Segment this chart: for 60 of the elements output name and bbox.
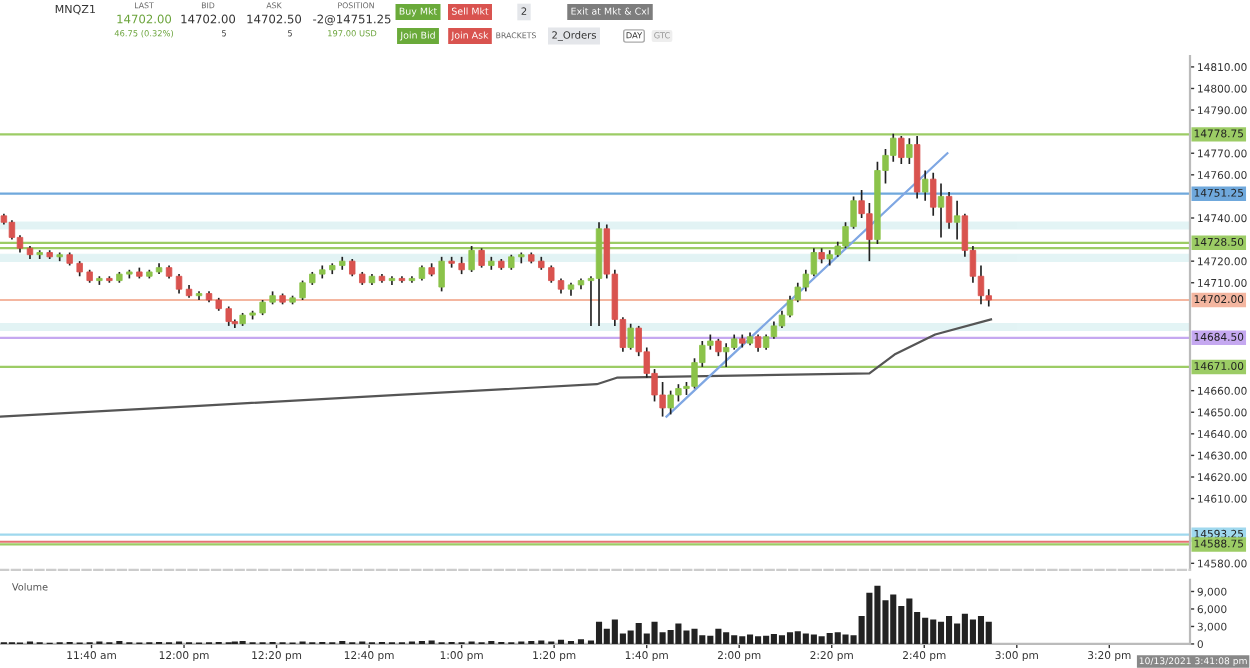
candlestick xyxy=(786,294,794,319)
bar xyxy=(739,636,746,644)
bar xyxy=(746,634,754,644)
bar xyxy=(946,615,953,644)
bar xyxy=(699,635,706,644)
candlestick xyxy=(627,322,634,351)
candlestick xyxy=(898,135,905,165)
candlestick xyxy=(906,137,913,165)
bar xyxy=(906,598,913,644)
bar xyxy=(770,634,777,644)
bar xyxy=(715,628,722,644)
candlestick xyxy=(937,182,945,239)
bar xyxy=(755,636,762,644)
bar xyxy=(930,619,937,644)
candlestick xyxy=(667,389,674,416)
candlestick xyxy=(953,199,961,241)
candlestick xyxy=(945,191,953,230)
bar xyxy=(651,621,658,644)
bar xyxy=(826,632,833,644)
bar xyxy=(595,621,603,644)
bar xyxy=(731,635,738,644)
candlestick xyxy=(866,202,873,262)
bar xyxy=(667,629,674,644)
bar xyxy=(922,617,929,644)
bar xyxy=(977,615,985,644)
bar xyxy=(683,630,690,644)
bar xyxy=(890,594,897,644)
bar xyxy=(866,592,873,644)
bar xyxy=(611,619,618,644)
bar xyxy=(985,621,992,644)
bar xyxy=(834,632,841,644)
bar xyxy=(810,634,817,644)
bar xyxy=(723,632,730,644)
bar xyxy=(778,635,786,644)
bar xyxy=(961,613,968,644)
bar xyxy=(707,635,714,644)
candlestick xyxy=(921,169,929,202)
bar xyxy=(818,636,825,644)
candlestick xyxy=(659,381,666,418)
bar xyxy=(794,631,801,644)
bar xyxy=(691,628,698,644)
bar xyxy=(874,585,881,644)
candlestick xyxy=(722,342,730,368)
bar xyxy=(627,630,634,644)
bar xyxy=(802,633,809,644)
bar xyxy=(937,621,945,644)
candlestick xyxy=(8,219,16,241)
bar xyxy=(635,622,642,644)
candlestick xyxy=(468,245,475,273)
bar xyxy=(763,635,770,644)
candlestick xyxy=(913,135,921,200)
bar xyxy=(969,619,976,644)
candlestick xyxy=(890,132,897,163)
bar xyxy=(675,623,682,644)
bar xyxy=(786,632,794,644)
candlestick xyxy=(438,256,445,293)
candlestick xyxy=(175,273,183,295)
line-series xyxy=(0,318,993,418)
candlestick xyxy=(478,247,485,269)
bar xyxy=(842,634,849,644)
